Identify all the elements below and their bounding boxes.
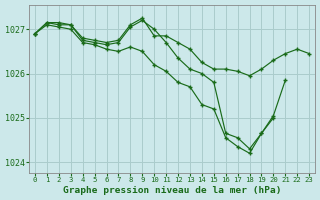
X-axis label: Graphe pression niveau de la mer (hPa): Graphe pression niveau de la mer (hPa) [63, 186, 281, 195]
